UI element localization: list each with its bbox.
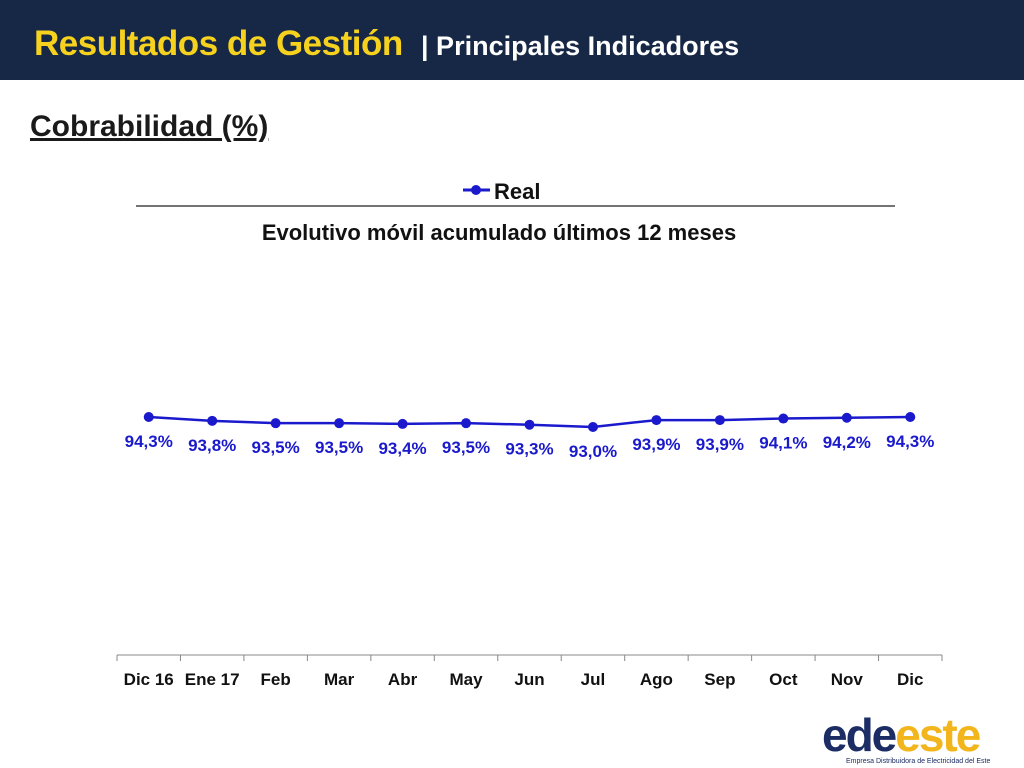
data-point: [461, 418, 472, 429]
x-tick-label: Dic: [897, 670, 923, 689]
x-tick-label: Feb: [261, 670, 291, 689]
data-label: 93,5%: [252, 438, 300, 457]
data-point: [143, 412, 154, 422]
data-label: 93,5%: [442, 438, 490, 457]
chart-title: Evolutivo móvil acumulado últimos 12 mes…: [262, 220, 736, 245]
data-point: [270, 418, 281, 429]
page-title: Resultados de Gestión: [34, 24, 403, 63]
x-tick-label: Sep: [704, 670, 735, 689]
x-tick-label: Nov: [831, 670, 864, 689]
data-label: 94,2%: [823, 433, 871, 452]
data-label: 93,9%: [696, 435, 744, 454]
x-tick-label: Oct: [769, 670, 798, 689]
data-label: 93,9%: [632, 435, 680, 454]
x-tick-label: May: [449, 670, 483, 689]
logo-text-ede: ede: [822, 709, 897, 761]
data-point: [397, 418, 408, 429]
legend-label: Real: [494, 179, 540, 204]
data-point: [714, 415, 725, 426]
data-label: 93,3%: [505, 440, 553, 459]
x-tick-label: Jul: [581, 670, 606, 689]
legend-dot-marker: [471, 185, 481, 195]
x-tick-label: Mar: [324, 670, 355, 689]
logo-tagline: Empresa Distribuidora de Electricidad de…: [846, 758, 991, 765]
data-label: 93,0%: [569, 442, 617, 461]
data-point: [207, 415, 218, 426]
page-subtitle: | Principales Indicadores: [421, 31, 740, 61]
x-tick-label: Jun: [514, 670, 544, 689]
data-label: 94,1%: [759, 434, 807, 453]
x-tick-label: Ene 17: [185, 670, 240, 689]
data-label: 94,3%: [125, 432, 173, 451]
data-label: 93,5%: [315, 438, 363, 457]
data-label: 93,8%: [188, 436, 236, 455]
series-real: 94,3% 93,8% 93,5% 93,5% 93,4% 93,5% 93,3% 93,0%…: [125, 412, 934, 461]
data-label: 94,3%: [886, 432, 934, 451]
x-tick-label: Abr: [388, 670, 418, 689]
data-point: [587, 422, 598, 432]
data-point: [524, 419, 535, 430]
header-bar: Resultados de Gestión | Principales Indi…: [0, 0, 1024, 80]
data-label: 93,4%: [378, 439, 426, 458]
x-tick-label: Ago: [640, 670, 673, 689]
x-axis: Dic 16 Ene 17 Feb Mar Abr May Jun Jul Ago Sep Oct N…: [116, 654, 943, 689]
data-point: [651, 415, 662, 426]
company-logo: edeeste Empresa Distribuidora de Electri…: [822, 700, 1018, 766]
data-point: [905, 412, 916, 422]
data-point: [334, 418, 345, 429]
section-title: Cobrabilidad (%): [30, 110, 269, 143]
data-point: [778, 413, 789, 424]
chart-legend: Real: [463, 179, 540, 204]
logo-text-este: este: [895, 709, 981, 761]
data-point: [841, 412, 852, 423]
x-tick-label: Dic 16: [124, 670, 174, 689]
